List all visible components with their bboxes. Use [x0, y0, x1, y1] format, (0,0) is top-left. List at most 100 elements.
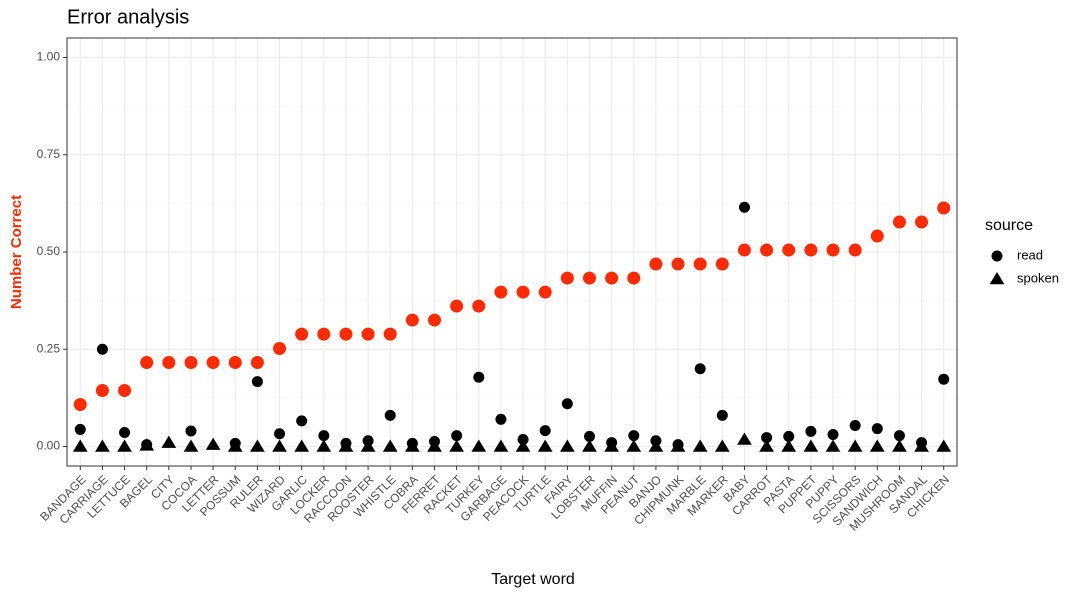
highlight-point [516, 285, 530, 299]
highlight-point [782, 243, 796, 257]
highlight-point [339, 327, 353, 341]
highlight-point [826, 243, 840, 257]
point [694, 363, 706, 375]
point [318, 430, 330, 442]
point [74, 423, 86, 435]
point [427, 439, 442, 452]
highlight-point [649, 257, 663, 271]
highlight-point [892, 215, 906, 229]
point [783, 430, 795, 442]
point [738, 201, 750, 213]
highlight-point [450, 299, 464, 313]
point [205, 437, 221, 450]
legend-key [989, 272, 1005, 285]
point [473, 371, 485, 383]
point [847, 439, 863, 452]
highlight-point [162, 356, 176, 370]
highlight-point [671, 257, 685, 271]
point [227, 439, 243, 452]
highlight-point [118, 384, 132, 398]
point [938, 373, 950, 385]
highlight-point [428, 313, 442, 327]
x-axis-label: Target word [491, 571, 575, 588]
point [451, 430, 463, 442]
point [296, 415, 308, 427]
highlight-point [317, 327, 331, 341]
highlight-point [760, 243, 774, 257]
point [471, 439, 487, 452]
highlight-point [361, 327, 375, 341]
point [161, 435, 177, 448]
point [805, 425, 817, 437]
point [493, 439, 509, 452]
y-tick-label: 1.00 [37, 50, 61, 64]
highlight-point [737, 243, 751, 257]
point [716, 409, 728, 421]
y-tick-label: 0.25 [37, 341, 61, 355]
point [119, 427, 131, 439]
point [316, 439, 332, 452]
highlight-point [605, 271, 619, 285]
point [537, 439, 553, 452]
highlight-point [804, 243, 818, 257]
highlight-point [693, 257, 707, 271]
point [803, 439, 819, 452]
point [539, 425, 551, 437]
point [139, 438, 155, 451]
y-tick-label: 0.50 [37, 244, 61, 258]
point [72, 439, 88, 452]
legend-label: spoken [1017, 270, 1059, 285]
point [515, 439, 531, 452]
point [761, 432, 773, 444]
point [759, 439, 774, 452]
highlight-point [582, 271, 596, 285]
point [692, 439, 708, 452]
point [628, 430, 640, 442]
point [827, 428, 839, 440]
point [338, 439, 354, 452]
point [670, 439, 686, 452]
point [583, 430, 595, 442]
point [626, 439, 642, 452]
grid [67, 38, 957, 466]
point [559, 439, 575, 452]
point [892, 439, 907, 452]
point [893, 430, 905, 442]
point [117, 439, 132, 452]
point [495, 413, 507, 425]
point [936, 439, 952, 452]
highlight-point [206, 356, 220, 370]
point [714, 439, 730, 452]
point [871, 423, 883, 435]
point [561, 398, 573, 410]
point [914, 439, 929, 452]
point [869, 439, 885, 452]
y-tick-label: 0.75 [37, 147, 61, 161]
highlight-point [494, 285, 508, 299]
point [449, 439, 465, 452]
point [582, 439, 597, 452]
highlight-point [870, 229, 884, 243]
y-axis-label: Number Correct [8, 195, 25, 309]
point [781, 439, 797, 452]
chart-title: Error analysis [67, 6, 189, 28]
legend-label: read [1017, 247, 1043, 262]
point [737, 432, 752, 445]
legend-key [991, 250, 1003, 262]
highlight-point [295, 327, 309, 341]
highlight-point [715, 257, 729, 271]
point [185, 425, 197, 437]
highlight-point [250, 356, 264, 370]
point [517, 434, 529, 446]
point [384, 409, 396, 421]
highlight-point [95, 384, 109, 398]
highlight-point [184, 356, 198, 370]
point [96, 343, 108, 355]
highlight-point [405, 313, 419, 327]
point [825, 439, 841, 452]
point [849, 420, 861, 432]
legend-title: source [985, 217, 1033, 234]
highlight-point [383, 327, 397, 341]
highlight-point [273, 341, 287, 355]
